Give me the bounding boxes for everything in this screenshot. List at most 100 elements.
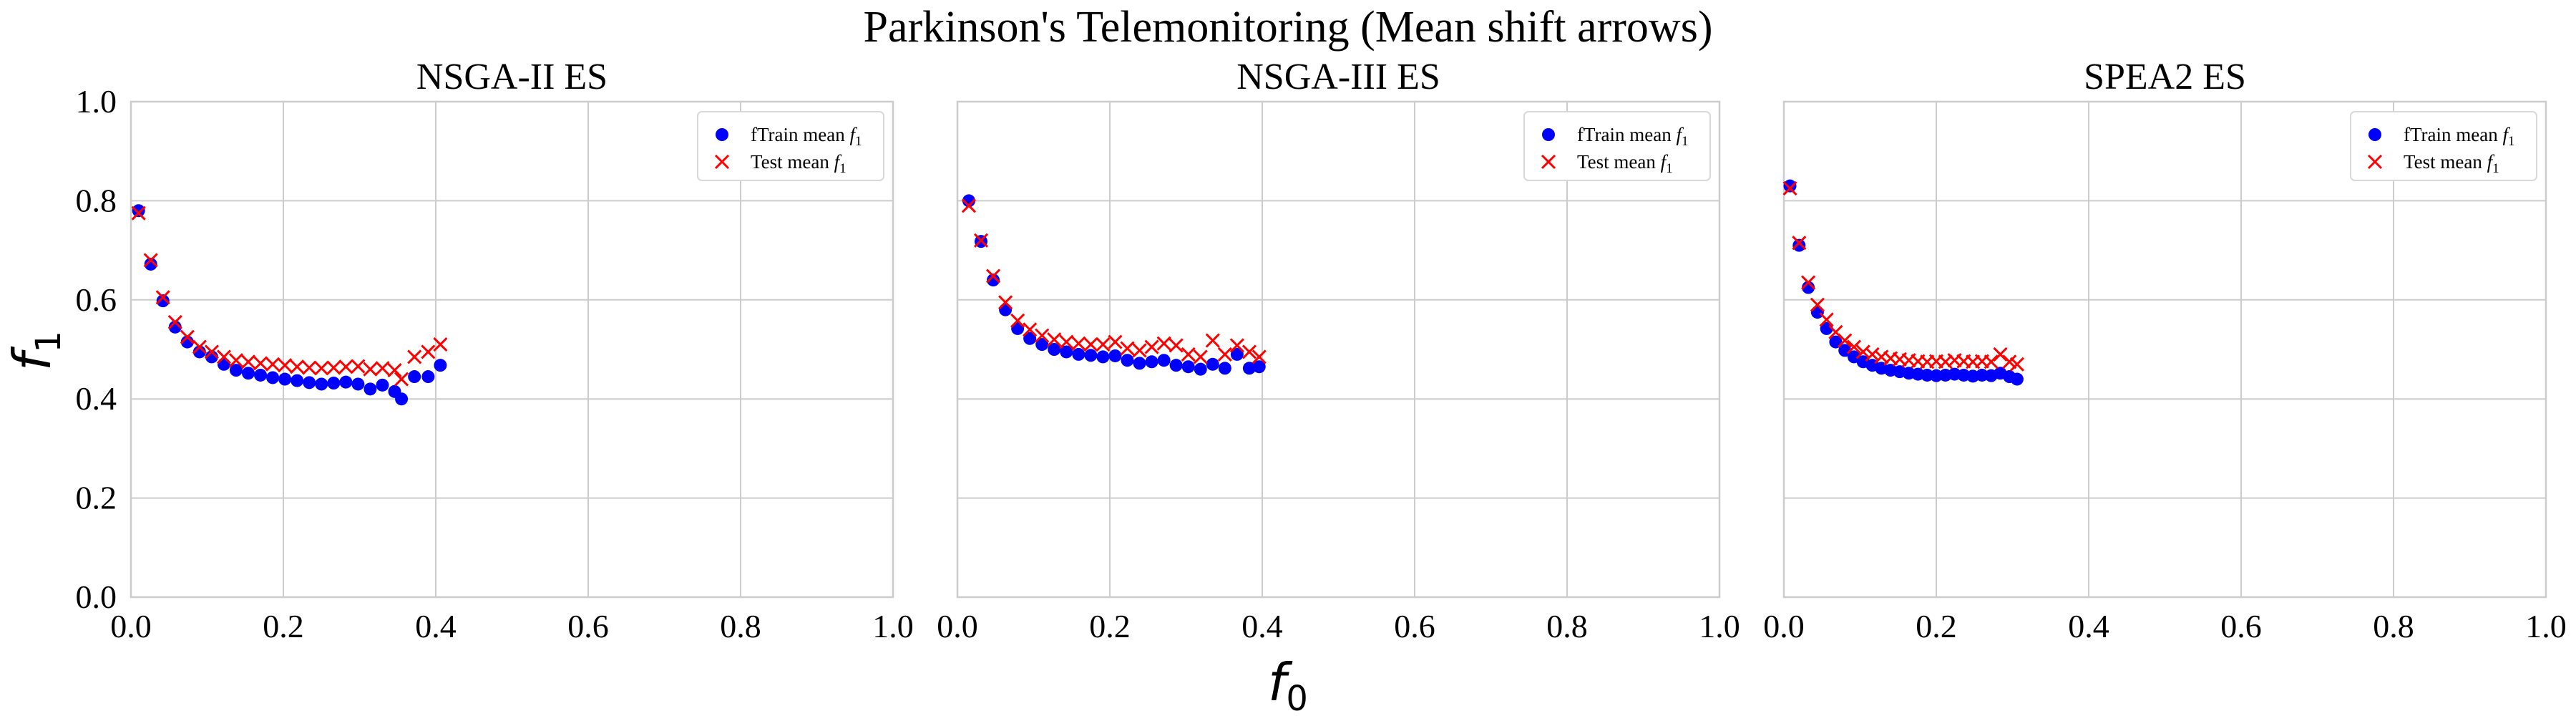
legend-label-prefix: fTrain mean (751, 124, 849, 145)
train-point (395, 392, 409, 406)
train-point (1096, 350, 1110, 364)
x-tick-label: 1.0 (1699, 608, 1740, 644)
test-point (1205, 333, 1220, 348)
train-point (376, 378, 389, 392)
test-point (985, 268, 1001, 284)
marker-stroke (1838, 333, 1853, 348)
test-point (1181, 347, 1196, 362)
test-series (961, 198, 1267, 364)
marker-stroke (1010, 313, 1025, 328)
marker-stroke (1120, 341, 1135, 356)
marker-stroke (1241, 344, 1257, 359)
marker-stroke (338, 359, 353, 374)
train-point (339, 375, 353, 389)
train-point (291, 374, 304, 387)
y-tick-label: 0.8 (76, 182, 117, 218)
marker-stroke (167, 314, 182, 330)
legend-label-subscript: 1 (839, 161, 847, 176)
legend-marker-test (1541, 154, 1556, 170)
legend-label-symbol: f (2502, 124, 2510, 145)
train-point (278, 372, 292, 386)
marker-stroke (1059, 334, 1074, 349)
test-point (1059, 334, 1074, 349)
marker-stroke (180, 329, 195, 344)
test-point (1144, 339, 1159, 354)
train-point (1072, 347, 1085, 361)
legend-label-prefix: Test mean (2404, 151, 2487, 173)
legend-label-prefix: fTrain mean (1577, 124, 1676, 145)
x-tick-label: 0.8 (720, 608, 761, 644)
marker-stroke (228, 353, 244, 368)
y-axis-label: f1 (2, 331, 69, 371)
marker-stroke (363, 362, 378, 377)
legend-label: fTrain mean f1 (2404, 124, 2515, 149)
test-point (1846, 339, 1862, 354)
legend-label-subscript: 1 (1682, 134, 1689, 149)
x-tick-label: 0.0 (937, 608, 978, 644)
marker-stroke (326, 360, 341, 375)
x-tick-label: 0.2 (1916, 608, 1957, 644)
test-point (253, 356, 268, 371)
legend-label-symbol: f (849, 124, 857, 145)
marker-stroke (433, 337, 448, 352)
test-point (326, 360, 341, 375)
x-axis-label-subscript: 0 (1286, 679, 1308, 716)
panels: NSGA-II ES0.00.00.20.20.40.40.60.60.80.8… (76, 57, 2567, 644)
marker-stroke (961, 198, 977, 213)
train-point (266, 371, 280, 384)
y-tick-label: 0.2 (76, 480, 117, 516)
marker-stroke (1792, 236, 1807, 251)
y-axis-label-subscript: 1 (29, 331, 69, 353)
marker-stroke (1083, 337, 1098, 352)
x-tick-label: 0.6 (567, 608, 609, 644)
plot-frame (956, 100, 1721, 599)
test-point (1819, 312, 1834, 327)
test-point (167, 314, 182, 330)
test-point (351, 359, 366, 374)
test-point (1865, 347, 1880, 362)
marker-stroke (192, 339, 207, 354)
legend-box (697, 111, 884, 181)
test-point (1156, 336, 1171, 351)
train-point (1975, 368, 1989, 382)
marker-stroke (1181, 347, 1196, 362)
train-point (303, 376, 316, 390)
test-point (278, 358, 293, 373)
panel-1: NSGA-II ES 0.00.0 0.2 0.2 0.4 0.4 0.6 0.6 0.8 0.8… (76, 57, 914, 644)
train-point (1169, 359, 1183, 372)
legend-label: fTrain mean f1 (751, 124, 862, 149)
legend-label-symbol: f (834, 151, 842, 173)
marker-stroke (155, 290, 170, 305)
marker-stroke (1156, 336, 1171, 351)
train-point (1035, 338, 1049, 352)
panel-title: SPEA2 ES (2084, 57, 2246, 97)
train-point (1230, 347, 1244, 361)
legend-marker-test (714, 154, 730, 170)
test-point (387, 363, 402, 378)
marker-stroke (1782, 181, 1797, 196)
legend-label: Test mean f1 (751, 151, 847, 176)
legend-box (1523, 111, 1711, 181)
test-point (1010, 313, 1025, 328)
test-point (338, 359, 353, 374)
test-point (1096, 337, 1111, 352)
test-point (1083, 337, 1098, 352)
plot-frame (130, 100, 894, 599)
train-point (254, 368, 268, 382)
test-point (421, 344, 436, 359)
test-point (1838, 333, 1853, 348)
legend-label: Test mean f1 (1577, 151, 1673, 176)
marker-stroke (314, 361, 329, 376)
marker-stroke (216, 349, 231, 364)
marker-stroke (1071, 336, 1086, 351)
x-axis-label: f0 (1268, 652, 1308, 716)
test-point (1993, 347, 2008, 362)
test-point (375, 361, 390, 376)
test-point (1229, 338, 1244, 353)
train-point (364, 382, 377, 396)
test-point (1108, 334, 1123, 349)
marker-stroke (1229, 338, 1244, 353)
test-point (1132, 343, 1147, 358)
train-point (217, 357, 230, 371)
test-point (998, 295, 1013, 310)
